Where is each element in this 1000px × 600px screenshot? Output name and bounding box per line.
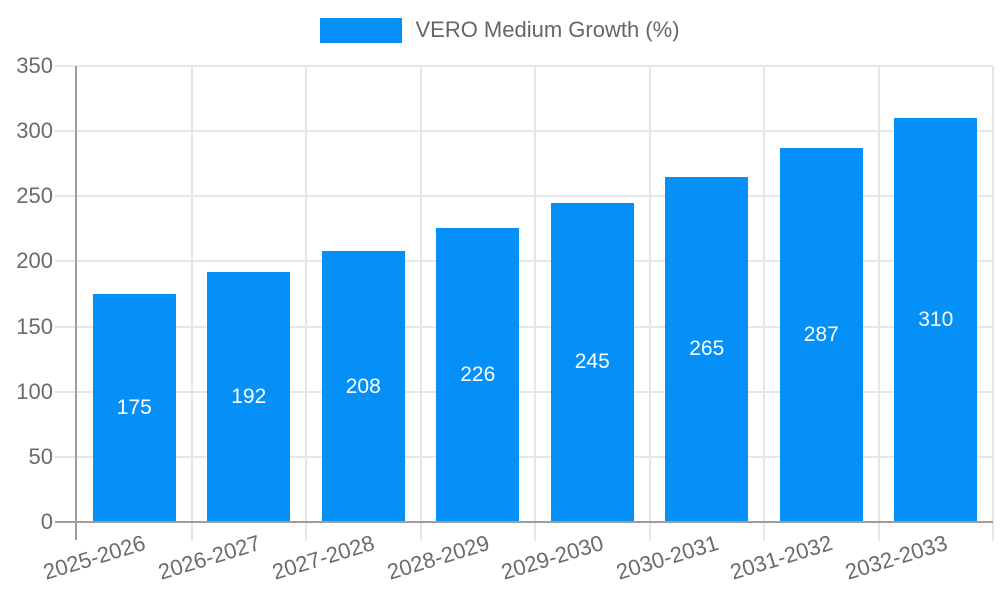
- y-axis-tick-label: 300: [16, 118, 53, 144]
- x-axis-tick: [877, 523, 880, 541]
- y-axis-tick-label: 200: [16, 248, 53, 274]
- x-axis-tick: [763, 523, 765, 541]
- bar-value-label: 287: [803, 323, 839, 347]
- legend-swatch: [320, 17, 403, 43]
- x-axis-tick: [190, 523, 193, 541]
- chart-bar[interactable]: [436, 227, 520, 522]
- x-gridline: [419, 66, 422, 522]
- y-axis-tick: [55, 390, 76, 393]
- y-axis-tick-label: 350: [16, 53, 53, 78]
- y-axis-tick: [55, 325, 76, 328]
- x-axis-tick-label: 2027-2028: [269, 530, 378, 585]
- bar-value-label: 226: [460, 362, 496, 386]
- chart-bar[interactable]: [550, 202, 634, 522]
- x-axis-tick: [419, 523, 422, 541]
- x-axis-tick-label: 2031-2032: [727, 530, 836, 585]
- y-axis-line: [75, 66, 77, 540]
- x-axis-tick-label: 2025-2026: [40, 530, 149, 585]
- x-axis-tick: [648, 523, 651, 541]
- x-gridline: [992, 66, 994, 522]
- y-axis-tick: [55, 130, 76, 133]
- legend-label: VERO Medium Growth (%): [415, 17, 680, 42]
- y-axis-tick: [55, 260, 76, 263]
- chart-bar[interactable]: [92, 294, 176, 522]
- bar-value-label: 310: [918, 308, 954, 332]
- y-axis-tick: [55, 455, 76, 458]
- bar-value-label: 175: [116, 396, 152, 419]
- x-gridline: [877, 66, 880, 522]
- x-axis-tick-label: 2032-2033: [841, 530, 950, 585]
- x-axis-line: [55, 521, 993, 523]
- y-axis-tick-label: 250: [16, 183, 53, 209]
- chart-bar[interactable]: [665, 176, 749, 522]
- bar-value-label: 192: [231, 384, 267, 408]
- bar-value-label: 265: [689, 337, 725, 361]
- x-axis-tick: [305, 523, 307, 541]
- bar-value-label: 208: [345, 374, 381, 398]
- x-axis-tick-label: 2030-2031: [612, 530, 721, 585]
- x-gridline: [305, 66, 307, 522]
- y-axis-tick-label: 0: [40, 509, 53, 534]
- x-axis-tick-label: 2028-2029: [383, 530, 492, 585]
- x-gridline: [534, 66, 536, 522]
- chart-bar[interactable]: [779, 148, 863, 522]
- y-axis-tick: [55, 65, 76, 67]
- x-axis-tick: [992, 523, 994, 541]
- y-axis-tick-label: 50: [28, 443, 53, 469]
- x-gridline: [763, 66, 765, 522]
- bar-value-label: 245: [574, 350, 610, 374]
- x-axis-tick: [534, 523, 536, 541]
- chart-bar[interactable]: [207, 271, 291, 522]
- y-axis-tick-label: 100: [16, 378, 53, 404]
- chart-bar[interactable]: [894, 118, 978, 522]
- y-axis-tick: [55, 195, 76, 198]
- x-gridline: [190, 66, 193, 522]
- x-axis-tick-label: 2029-2030: [498, 530, 607, 585]
- x-axis-tick-label: 2026-2027: [154, 530, 263, 585]
- chart-legend[interactable]: VERO Medium Growth (%): [0, 17, 1000, 43]
- y-axis-tick-label: 150: [16, 313, 53, 339]
- chart-bar[interactable]: [321, 251, 405, 522]
- x-gridline: [648, 66, 651, 522]
